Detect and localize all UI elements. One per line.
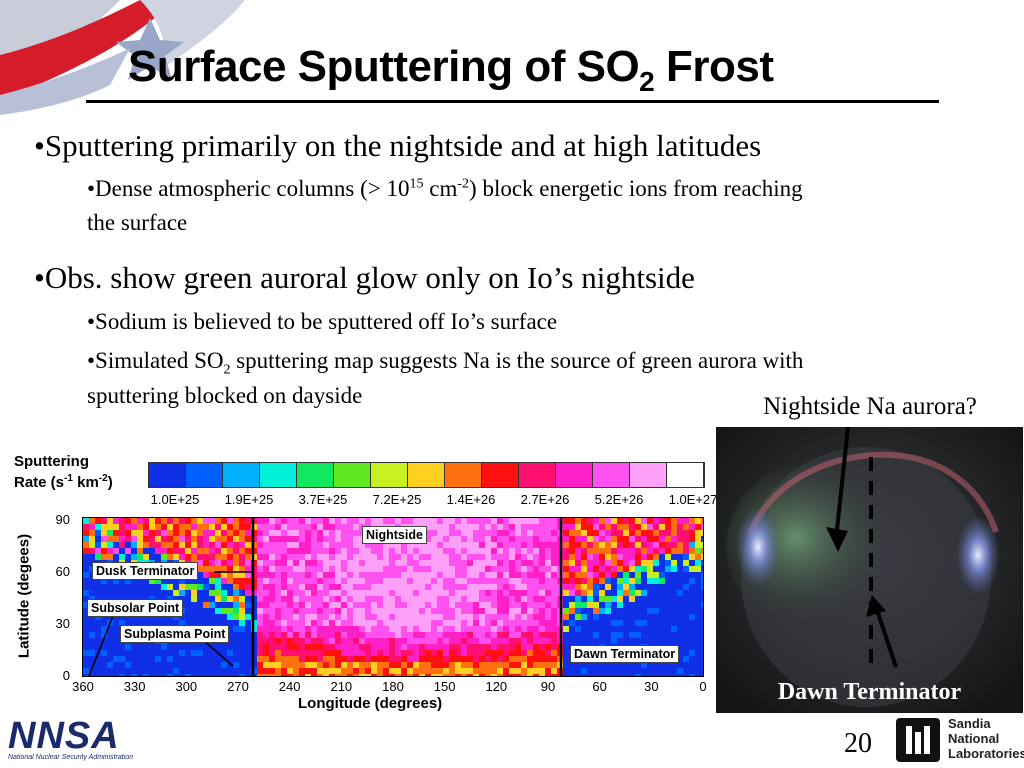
colorbar-label: 7.2E+25 — [372, 492, 422, 507]
colorbar-swatch — [297, 463, 334, 487]
label-subsolar-point: Subsolar Point — [87, 599, 184, 617]
colorbar-swatch — [667, 463, 704, 487]
x-tick-label: 30 — [644, 679, 659, 694]
colorbar-swatch — [519, 463, 556, 487]
x-tick-label: 180 — [382, 679, 404, 694]
x-axis-label: Longitude (degrees) — [298, 695, 443, 712]
sandia-thunderbird-icon — [896, 718, 940, 762]
sandia-logo-text: Sandia National Laboratories — [948, 716, 1024, 761]
colorbar-labels: 1.0E+25 1.9E+25 3.7E+25 7.2E+25 1.4E+26 2.7E+… — [0, 492, 1024, 508]
x-tick-label: 120 — [485, 679, 508, 694]
x-tick-label: 0 — [699, 679, 707, 694]
nnsa-logo: NNSA National Nuclear Security Administr… — [8, 715, 134, 761]
colorbar-swatch — [482, 463, 519, 487]
x-tick-label: 300 — [175, 679, 198, 694]
colorbar-swatch — [371, 463, 408, 487]
label-nightside: Nightside — [362, 526, 427, 544]
io-aurora-photo: Dawn Terminator — [716, 427, 1023, 713]
bullet-2-2: •Simulated SO2 sputtering map suggests N… — [87, 348, 804, 378]
colorbar-label: 1.0E+25 — [150, 492, 200, 507]
y-tick-label: 60 — [55, 564, 70, 579]
colorbar-label: 1.0E+27 — [668, 492, 718, 507]
colorbar-swatch — [260, 463, 297, 487]
photo-caption-bottom: Dawn Terminator — [777, 679, 962, 705]
flag-decoration — [0, 0, 245, 115]
y-tick-label: 30 — [55, 616, 70, 631]
bullet-1: •Sputtering primarily on the nightside a… — [34, 128, 762, 163]
x-tick-label: 240 — [278, 679, 301, 694]
x-tick-label: 210 — [330, 679, 353, 694]
y-tick-label: 0 — [62, 668, 70, 683]
colorbar-swatch — [408, 463, 445, 487]
colorbar-swatch — [223, 463, 260, 487]
colorbar-swatch — [445, 463, 482, 487]
photo-caption-top: Nightside Na aurora? — [763, 393, 977, 420]
bullet-1-1-line2: the surface — [87, 210, 188, 235]
label-dawn-terminator: Dawn Terminator — [570, 645, 680, 663]
colorbar — [148, 462, 705, 488]
label-subplasma-point: Subplasma Point — [120, 625, 230, 643]
colorbar-label: 1.4E+26 — [446, 492, 496, 507]
bullet-1-1: •Dense atmospheric columns (> 1015 cm-2)… — [87, 176, 803, 201]
colorbar-swatch — [630, 463, 667, 487]
title-underline — [86, 100, 939, 103]
x-tick-label: 360 — [72, 679, 94, 694]
x-tick-label: 90 — [540, 679, 556, 694]
colorbar-swatch — [593, 463, 630, 487]
label-dusk-terminator: Dusk Terminator — [92, 562, 199, 580]
colorbar-swatch — [556, 463, 593, 487]
y-tick-label: 90 — [55, 512, 70, 527]
map-annotation-lines — [88, 518, 563, 676]
y-axis-label: Latitude (degees) — [15, 533, 33, 659]
bullet-2-1: •Sodium is believed to be sputtered off … — [87, 309, 558, 334]
colorbar-label: 5.2E+26 — [594, 492, 644, 507]
colorbar-swatch — [149, 463, 186, 487]
x-tick-label: 270 — [227, 679, 249, 694]
bullet-2-2-line2: sputtering blocked on dayside — [87, 383, 363, 408]
colorbar-label: 1.9E+25 — [224, 492, 274, 507]
bullet-2: •Obs. show green auroral glow only on Io… — [34, 260, 695, 295]
slide-title: Surface Sputtering of SO2 Frost — [128, 42, 774, 97]
x-tick-label: 150 — [433, 679, 456, 694]
colorbar-label: 2.7E+26 — [520, 492, 570, 507]
colorbar-swatch — [186, 463, 223, 487]
sputtering-map — [83, 518, 703, 676]
page-number: 20 — [844, 728, 872, 759]
x-tick-label: 330 — [123, 679, 146, 694]
colorbar-label: 3.7E+25 — [298, 492, 348, 507]
colorbar-title: Sputtering Rate (s-1 km-2) — [14, 453, 113, 491]
colorbar-swatch — [334, 463, 371, 487]
x-tick-label: 60 — [592, 679, 607, 694]
